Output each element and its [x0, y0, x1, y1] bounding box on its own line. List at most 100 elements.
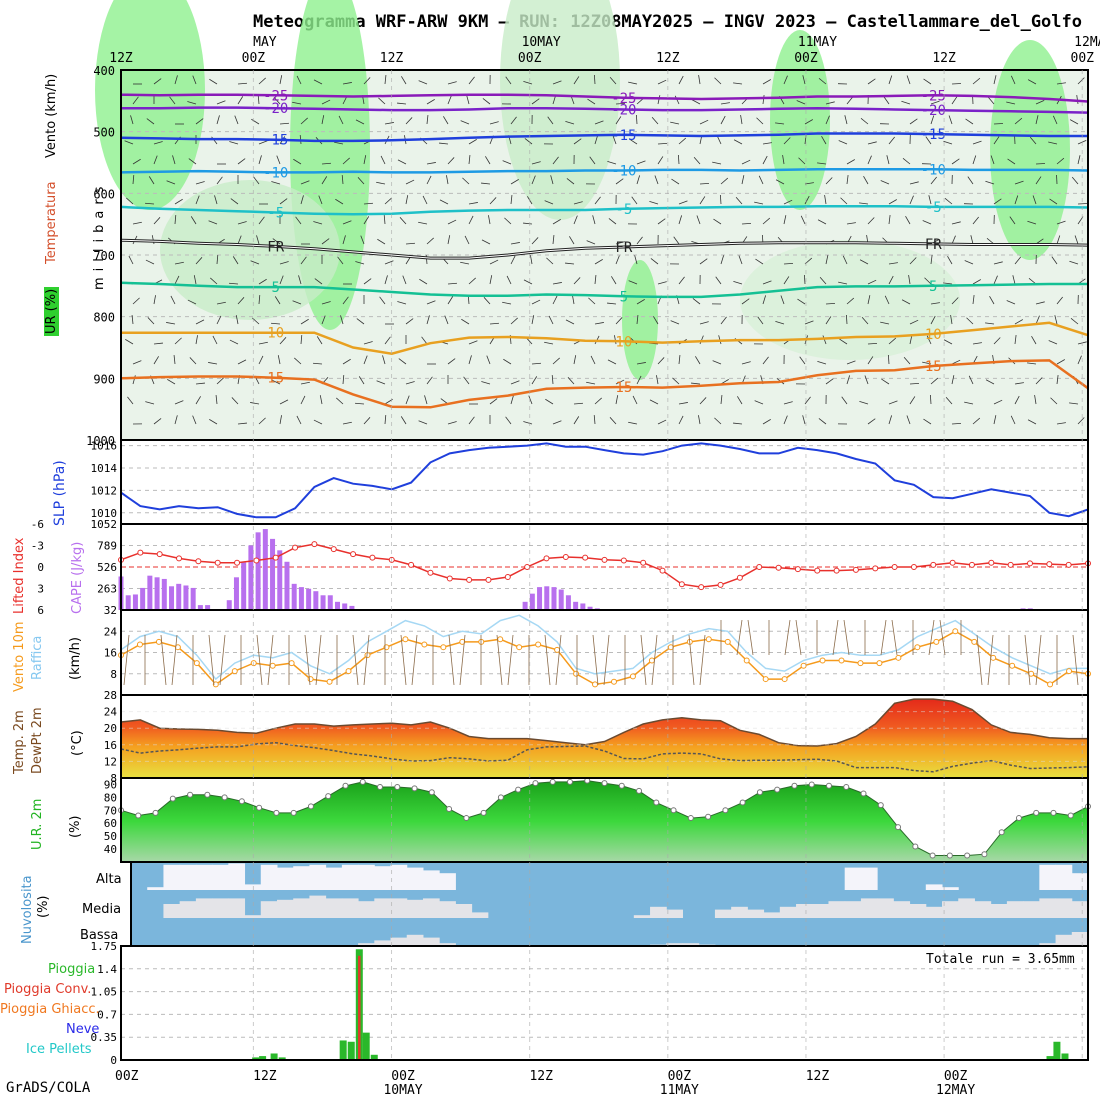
upper-wind-barb — [274, 296, 281, 305]
upper-wind-barb — [402, 275, 407, 285]
upper-wind-barb — [842, 255, 848, 265]
cloud-media-cell — [909, 904, 927, 918]
upper-wind-barb — [985, 379, 995, 385]
ur-point — [273, 809, 280, 816]
upper-wind-barb — [968, 375, 974, 385]
ur-point — [497, 794, 504, 801]
upper-wind-barb — [468, 202, 478, 205]
lifted-index-point — [253, 557, 260, 564]
upper-wind-barb — [699, 119, 709, 125]
upper-wind-barb — [523, 80, 533, 85]
upper-wind-barb — [947, 256, 953, 265]
upper-wind-barb — [993, 415, 997, 425]
vento-10m-point — [402, 636, 409, 643]
cape-bar — [580, 603, 586, 610]
cloud-bassa-cell — [1071, 932, 1089, 946]
vento-10m-point — [838, 657, 845, 664]
isotherm-label-15-2: 15 — [925, 359, 942, 375]
upper-wind-barb — [363, 278, 372, 285]
upper-wind-barb — [531, 376, 538, 385]
upper-wind-barb — [363, 341, 373, 345]
upper-wind-barb — [930, 255, 933, 265]
upper-wind-barb — [678, 215, 683, 225]
ur-point — [1033, 809, 1040, 816]
ur-point — [618, 782, 625, 789]
upper-wind-barb — [295, 216, 302, 225]
upper-wind-barb — [216, 301, 226, 305]
lifted-index-point — [1046, 561, 1053, 568]
upper-wind-barb — [888, 215, 891, 225]
upper-wind-barb — [510, 380, 520, 385]
label-temp-2m: Temp. 2m — [12, 710, 27, 774]
upper-wind-barb — [355, 119, 365, 125]
upper-wind-barb — [271, 379, 281, 385]
isotherm-label--25-0: -25 — [263, 88, 288, 104]
cape-bar — [551, 587, 557, 610]
upper-wind-barb — [965, 118, 974, 125]
upper-wind-barb — [636, 375, 642, 385]
upper-wind-barb — [924, 277, 932, 285]
bottom-date-10may: 10MAY — [383, 1083, 422, 1098]
upper-wind-barb — [594, 135, 599, 145]
upper-wind-barb — [1051, 256, 1058, 265]
label-ur: UR (%) — [44, 286, 59, 336]
upper-wind-barb — [293, 158, 302, 165]
upper-wind-barb — [930, 176, 937, 185]
cloud-media-cell — [179, 901, 197, 918]
cloud-media-cell — [244, 915, 262, 918]
cloud-alta-cell — [212, 864, 229, 890]
upper-wind-barb — [405, 195, 409, 205]
vento-10m-point — [421, 641, 428, 648]
upper-wind-barb — [993, 275, 998, 285]
cape-bar — [197, 605, 203, 610]
vento-10m-point — [1066, 668, 1073, 675]
upper-wind-barb — [447, 81, 457, 85]
top-time-tick-7: 00Z — [1071, 51, 1095, 66]
upper-wind-barb — [990, 155, 995, 165]
upper-wind-barb — [715, 276, 722, 285]
vento-10m-point — [554, 646, 561, 653]
cloud-media-cell — [779, 906, 797, 918]
upper-wind-barb — [797, 298, 806, 305]
upper-wind-barb — [950, 315, 953, 325]
upper-wind-barb — [887, 354, 890, 365]
upper-wind-barb — [804, 396, 811, 405]
upper-wind-barb — [426, 237, 434, 245]
upper-wind-barb — [636, 236, 643, 245]
label-alta: Alta — [96, 872, 122, 887]
upper-wind-barb — [342, 374, 345, 385]
upper-wind-barb — [468, 215, 474, 225]
upper-wind-barb — [447, 95, 452, 105]
upper-wind-barb — [762, 95, 765, 105]
cloud-media-cell — [374, 898, 392, 918]
upper-wind-barb — [342, 220, 352, 225]
upper-wind-barb — [972, 342, 982, 345]
upper-wind-barb — [951, 422, 962, 425]
upper-wind-barb — [489, 259, 499, 265]
upper-wind-barb — [631, 196, 638, 205]
upper-wind-barb — [378, 97, 386, 105]
isotherm-label--25-1: -25 — [611, 91, 636, 107]
li-ytick--3: -3 — [31, 540, 44, 553]
vento-10m-point — [516, 644, 523, 651]
upper-wind-barb — [844, 115, 848, 125]
upper-wind-barb — [802, 75, 806, 85]
upper-wind-barb — [888, 262, 898, 265]
upper-wind-barb — [468, 277, 476, 285]
label-raffica: Raffica — [30, 635, 45, 680]
upper-wind-barb — [363, 216, 370, 225]
upper-wind-barb — [300, 318, 309, 325]
upper-wind-barb — [609, 76, 617, 85]
upper-wind-barb — [342, 235, 346, 245]
upper-wind-barb — [1070, 318, 1079, 325]
upper-wind-barb — [460, 261, 470, 265]
wind-arrow — [304, 634, 311, 686]
upper-wind-barb — [569, 236, 575, 245]
wind-arrow — [640, 634, 647, 686]
upper-wind-barb — [510, 317, 518, 325]
upper-wind-barb — [335, 198, 344, 205]
upper-wind-barb — [762, 280, 772, 285]
upper-wind-barb — [377, 238, 386, 245]
upper-wind-barb — [342, 421, 352, 425]
